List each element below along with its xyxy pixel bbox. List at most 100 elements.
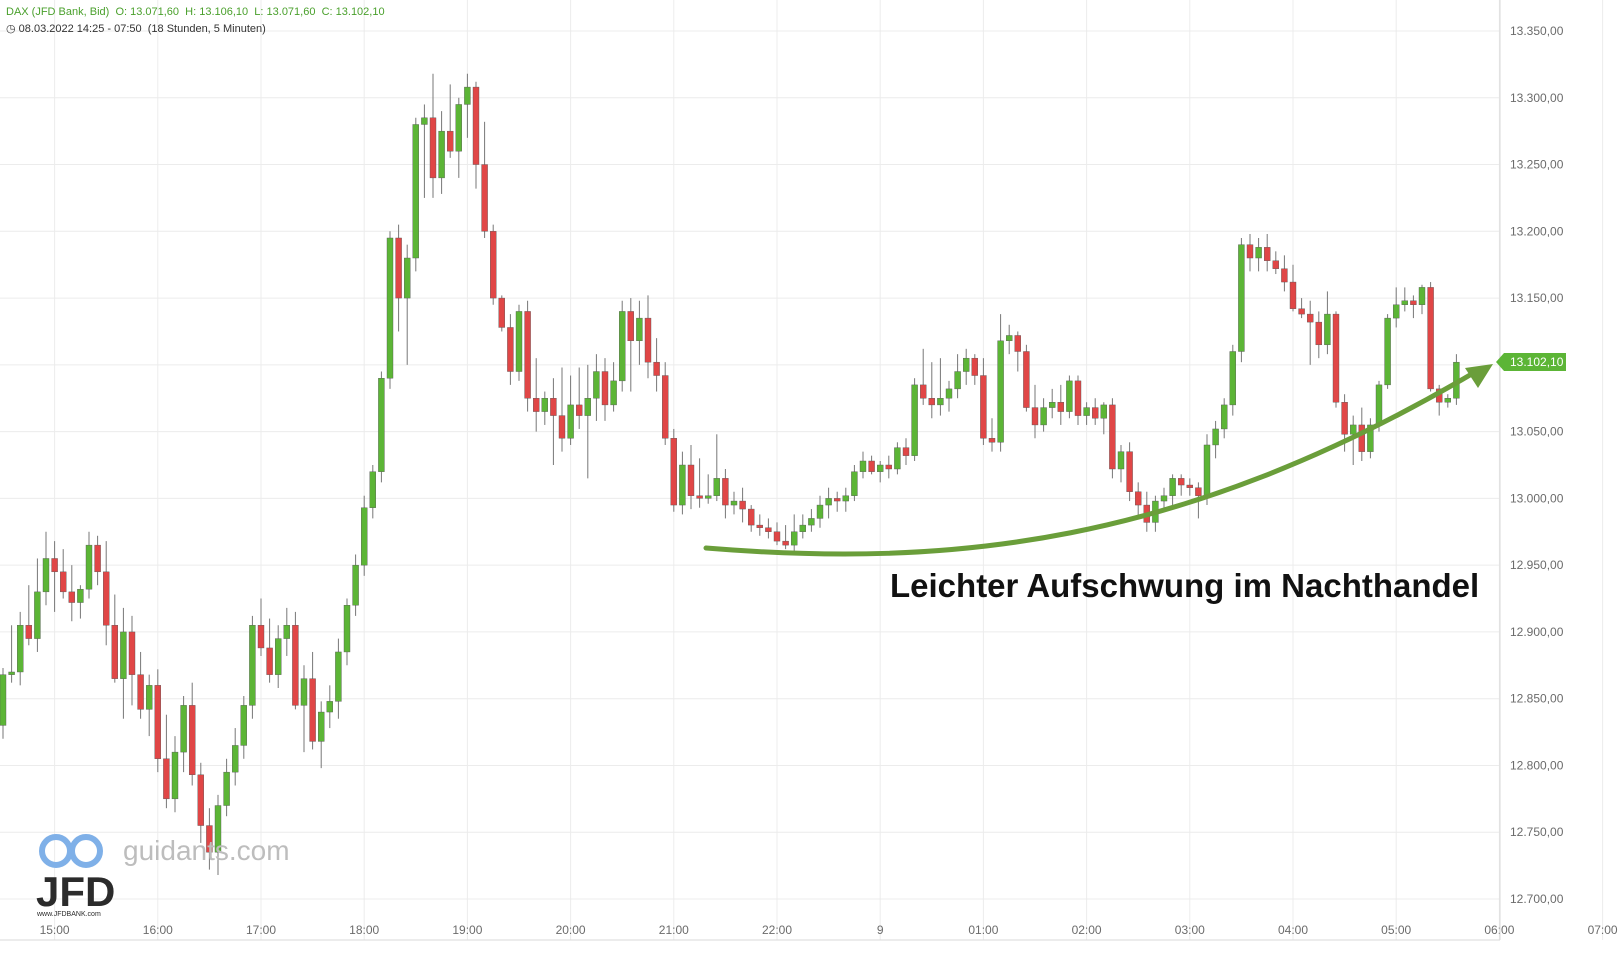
y-tick-label: 13.300,00	[1510, 91, 1564, 105]
candle-body	[369, 471, 376, 508]
candle-body	[1229, 351, 1237, 406]
candle-body	[1031, 407, 1039, 426]
candle-body	[197, 774, 205, 826]
candle-body	[240, 705, 248, 746]
candle-body	[1091, 407, 1099, 419]
candle-body	[1160, 495, 1168, 502]
candle-body	[644, 317, 652, 363]
y-tick-label: 12.900,00	[1510, 625, 1564, 639]
x-tick-label: 9	[877, 923, 884, 937]
x-tick-label: 20:00	[556, 923, 586, 937]
candle-body	[1126, 451, 1133, 492]
candle-body	[257, 625, 265, 649]
candle-body	[318, 711, 325, 742]
annotation-text: Leichter Aufschwung im Nachthandel	[890, 567, 1479, 604]
x-tick-label: 05:00	[1381, 923, 1411, 937]
candle-body	[421, 117, 428, 125]
candle-body	[1057, 402, 1065, 412]
candle-body	[395, 237, 402, 299]
candle-body	[1023, 351, 1030, 408]
candle-body	[584, 398, 591, 416]
candle-body	[1074, 380, 1082, 416]
candle-body	[722, 478, 729, 506]
candle-body	[1298, 308, 1305, 315]
candle-body	[464, 86, 471, 105]
candle-body	[1281, 268, 1288, 283]
candle-body	[472, 86, 480, 165]
candle-body	[1410, 300, 1417, 305]
low-value: L: 13.071,60	[254, 6, 316, 18]
candle-body	[352, 564, 359, 606]
x-tick-label: 18:00	[349, 923, 379, 937]
candle-body	[533, 398, 540, 412]
candle-body	[266, 647, 273, 675]
candle-body	[963, 357, 970, 372]
candle-body	[455, 104, 462, 152]
x-tick-label: 22:00	[762, 923, 792, 937]
candle-body	[490, 231, 497, 299]
candle-body	[619, 311, 626, 382]
candle-body	[25, 625, 32, 639]
candle-body	[610, 380, 617, 406]
candle-body	[1220, 404, 1228, 430]
candle-body	[670, 438, 677, 506]
candle-body	[326, 701, 333, 713]
time-range-info: ◷ 08.03.2022 14:25 - 07:50 (18 Stunden, …	[6, 22, 266, 35]
candle-body	[696, 495, 703, 499]
candle-body	[679, 464, 686, 506]
candle-body	[386, 237, 394, 379]
y-tick-label: 13.350,00	[1510, 24, 1564, 38]
candle-body	[438, 130, 445, 179]
candle-body	[1169, 478, 1176, 496]
candle-body	[1384, 317, 1391, 386]
x-tick-label: 07:00	[1588, 923, 1618, 937]
candle-body	[343, 605, 351, 653]
candle-body	[1014, 335, 1021, 352]
instrument-info: DAX (JFD Bank, Bid) O: 13.071,60 H: 13.1…	[6, 6, 385, 18]
candle-body	[730, 500, 738, 506]
candle-body	[60, 571, 67, 593]
candle-body	[1315, 321, 1323, 346]
candle-body	[128, 631, 136, 675]
candle-body	[1392, 304, 1400, 319]
candle-body	[885, 464, 892, 470]
x-tick-label: 03:00	[1175, 923, 1205, 937]
candle-body	[825, 498, 832, 506]
x-tick-label: 19:00	[452, 923, 482, 937]
candle-body	[51, 558, 58, 573]
candle-body	[481, 164, 488, 232]
candle-body	[163, 758, 170, 800]
candle-body	[765, 527, 772, 532]
y-tick-label: 12.850,00	[1510, 692, 1564, 706]
instrument-name: DAX (JFD Bank, Bid)	[6, 6, 110, 18]
candle-body	[1006, 335, 1013, 342]
candle-body	[859, 460, 867, 472]
candle-body	[1444, 398, 1452, 403]
x-tick-label: 21:00	[659, 923, 689, 937]
candle-body	[687, 464, 695, 496]
y-tick-label: 13.150,00	[1510, 291, 1564, 305]
candle-body	[808, 518, 815, 526]
candle-body	[550, 398, 557, 416]
candle-body	[558, 415, 566, 439]
candle-body	[1177, 478, 1185, 486]
candle-body	[576, 404, 583, 416]
candle-body	[515, 311, 523, 372]
candle-body	[378, 378, 385, 472]
y-tick-label: 12.700,00	[1510, 892, 1564, 906]
candle-body	[937, 398, 944, 406]
candle-body	[1418, 287, 1426, 305]
candle-body	[0, 674, 7, 726]
candle-body	[42, 558, 50, 593]
candle-body	[894, 447, 901, 470]
candle-body	[1427, 287, 1434, 390]
candle-body	[868, 460, 875, 472]
candle-body	[68, 591, 76, 603]
candle-body	[834, 498, 841, 502]
high-value: H: 13.106,10	[185, 6, 249, 18]
candle-body	[971, 357, 978, 376]
x-tick-label: 02:00	[1072, 923, 1102, 937]
candle-body	[1358, 424, 1366, 452]
candle-body	[1186, 484, 1194, 488]
